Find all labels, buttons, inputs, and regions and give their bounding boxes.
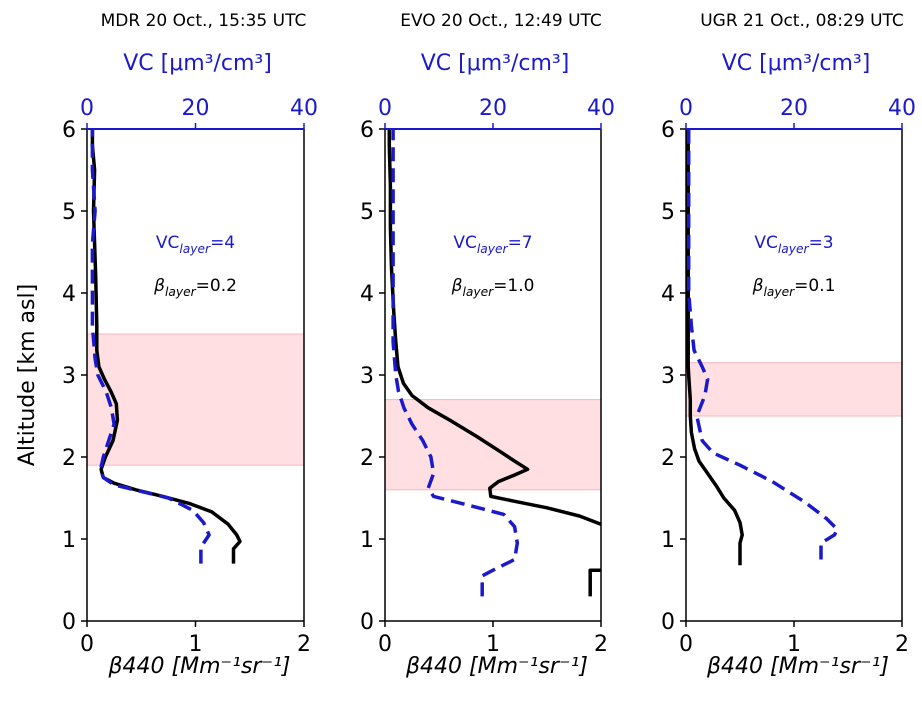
y-tick-label: 2 xyxy=(62,446,76,471)
y-tick-label: 2 xyxy=(661,446,675,471)
y-tick-label: 1 xyxy=(661,528,675,553)
x-tick-label-bottom: 2 xyxy=(895,632,909,657)
x-axis-label-bottom: β440 [Mm⁻¹sr⁻¹] xyxy=(405,654,588,679)
x-tick-label-top: 20 xyxy=(182,96,210,121)
y-tick-label: 4 xyxy=(661,282,675,307)
series-vc xyxy=(90,129,211,564)
annotation-beta-layer: βlayer=0.1 xyxy=(752,276,836,299)
x-tick-label-bottom: 0 xyxy=(679,632,693,657)
y-tick-label: 4 xyxy=(360,282,374,307)
x-axis-label-bottom: β440 [Mm⁻¹sr⁻¹] xyxy=(706,654,889,679)
x-tick-label-bottom: 1 xyxy=(486,632,500,657)
x-axis-label-top: VC [μm³/cm³] xyxy=(123,51,272,76)
panel-title: UGR 21 Oct., 08:29 UTC xyxy=(700,11,904,31)
panel-title: MDR 20 Oct., 15:35 UTC xyxy=(101,11,307,31)
x-tick-label-top: 0 xyxy=(378,96,392,121)
layer-band xyxy=(685,362,903,417)
series-beta xyxy=(686,129,744,566)
y-tick-label: 5 xyxy=(62,200,76,225)
y-axis-label: Altitude [km asl] xyxy=(15,284,40,466)
x-axis-label-top: VC [μm³/cm³] xyxy=(722,51,871,76)
y-tick-label: 6 xyxy=(661,118,675,143)
x-tick-label-bottom: 2 xyxy=(594,632,608,657)
series-vc xyxy=(686,129,839,560)
x-tick-label-bottom: 1 xyxy=(787,632,801,657)
x-tick-label-top: 0 xyxy=(679,96,693,121)
x-tick-label-top: 20 xyxy=(780,96,808,121)
series-bottom_seg xyxy=(588,568,601,597)
y-tick-label: 1 xyxy=(360,528,374,553)
y-tick-label: 0 xyxy=(62,610,76,635)
x-axis-label-top: VC [μm³/cm³] xyxy=(421,51,570,76)
y-tick-label: 1 xyxy=(62,528,76,553)
annotation-vc-layer: VClayer=7 xyxy=(453,233,532,256)
y-tick-label: 5 xyxy=(661,200,675,225)
y-tick-label: 5 xyxy=(360,200,374,225)
x-tick-label-top: 40 xyxy=(290,96,318,121)
x-axis-label-bottom: β440 [Mm⁻¹sr⁻¹] xyxy=(108,654,291,679)
series-beta xyxy=(387,129,602,526)
x-tick-label-bottom: 1 xyxy=(189,632,203,657)
y-tick-label: 6 xyxy=(62,118,76,143)
y-tick-label: 3 xyxy=(62,364,76,389)
layer-band xyxy=(86,333,305,466)
x-tick-label-top: 40 xyxy=(888,96,916,121)
panel-title: EVO 20 Oct., 12:49 UTC xyxy=(400,11,602,31)
x-tick-label-bottom: 0 xyxy=(378,632,392,657)
series-vc xyxy=(391,129,520,597)
y-tick-label: 4 xyxy=(62,282,76,307)
x-tick-label-top: 40 xyxy=(587,96,615,121)
y-tick-label: 6 xyxy=(360,118,374,143)
y-tick-label: 3 xyxy=(360,364,374,389)
x-tick-label-bottom: 0 xyxy=(80,632,94,657)
annotation-beta-layer: βlayer=1.0 xyxy=(451,276,535,299)
x-tick-label-top: 20 xyxy=(479,96,507,121)
annotation-vc-layer: VClayer=4 xyxy=(156,233,235,256)
series-beta xyxy=(90,129,242,564)
x-tick-label-top: 0 xyxy=(80,96,94,121)
y-tick-label: 2 xyxy=(360,446,374,471)
y-tick-label: 3 xyxy=(661,364,675,389)
x-tick-label-bottom: 2 xyxy=(297,632,311,657)
y-tick-label: 0 xyxy=(360,610,374,635)
y-tick-label: 0 xyxy=(661,610,675,635)
annotation-vc-layer: VClayer=3 xyxy=(754,233,833,256)
annotation-beta-layer: βlayer=0.2 xyxy=(153,276,237,299)
layer-band xyxy=(384,399,602,491)
